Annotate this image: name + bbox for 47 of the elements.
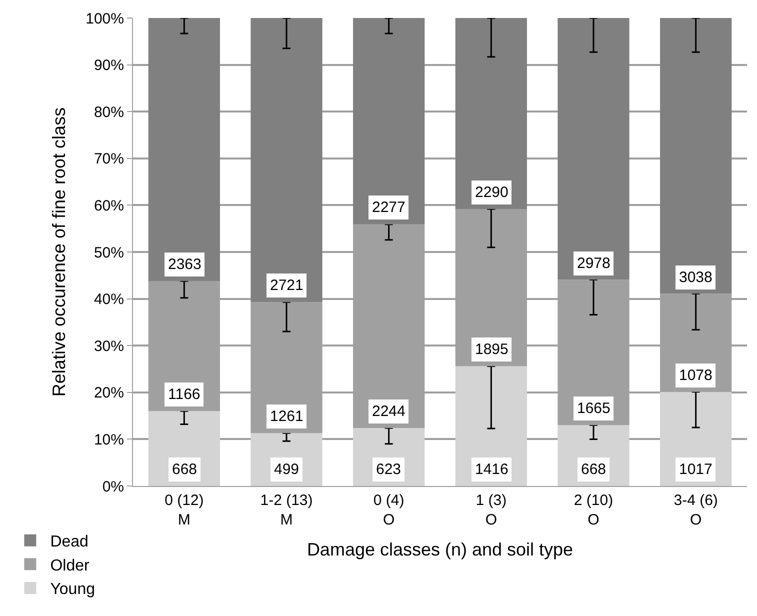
y-tick-label: 50% <box>94 244 124 262</box>
bar <box>250 18 322 302</box>
y-tick-label: 70% <box>94 150 124 168</box>
annotation: 2978 <box>577 255 610 272</box>
annotation: 623 <box>376 461 402 478</box>
bar <box>353 18 425 224</box>
y-tick-label: 60% <box>94 197 124 214</box>
bar <box>660 18 732 294</box>
annotation: 2363 <box>168 256 202 273</box>
y-tick-label: 0% <box>102 478 124 496</box>
x-axis-title: Damage classes (n) and soil type <box>306 540 574 560</box>
legend-label: Dead <box>50 534 88 551</box>
x-tick-label: 1 (3) O <box>476 492 507 528</box>
annotation: 1895 <box>475 341 508 358</box>
y-tick-label: 10% <box>94 431 124 448</box>
annotation: 3038 <box>679 269 712 286</box>
y-tick-label: 100% <box>86 10 124 28</box>
x-tick-label: 2 (10) O <box>574 492 614 528</box>
x-tick-label: 0 (12) M <box>164 492 204 528</box>
annotation: 1665 <box>577 400 610 417</box>
bar <box>148 18 220 282</box>
x-tick-label: 3-4 (6) O <box>674 492 718 528</box>
annotation: 1166 <box>168 386 200 403</box>
annotation: 2290 <box>475 184 508 201</box>
x-tick-label: 1-2 (13) M <box>260 492 313 528</box>
annotation: 2721 <box>270 277 304 294</box>
annotation: 1416 <box>475 461 508 478</box>
annotation: 499 <box>274 461 300 478</box>
bar <box>455 18 527 209</box>
legend-label: Young <box>50 581 95 598</box>
annotation: 2277 <box>372 199 406 216</box>
annotation: 668 <box>581 461 606 478</box>
y-axis-title: Relative occurence of fine root class <box>48 107 69 397</box>
y-tick-label: 30% <box>94 338 124 355</box>
y-tick-label: 40% <box>94 291 124 308</box>
annotation: 1017 <box>679 461 712 478</box>
bar <box>558 18 630 280</box>
annotation: 2244 <box>372 403 406 420</box>
bar <box>455 366 527 486</box>
annotation: 668 <box>172 461 198 478</box>
annotation: 1261 <box>270 408 304 425</box>
x-tick-label: 0 (4) O <box>373 492 404 528</box>
y-tick-label: 20% <box>94 384 124 402</box>
annotation: 1078 <box>679 367 712 384</box>
y-tick-label: 80% <box>94 104 124 121</box>
y-tick-label: 90% <box>94 57 124 74</box>
legend-label: Older <box>50 557 90 574</box>
